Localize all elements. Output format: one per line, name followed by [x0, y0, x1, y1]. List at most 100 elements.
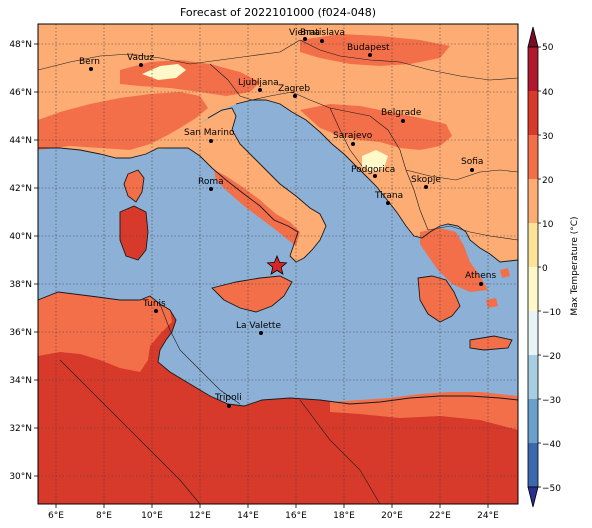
city-vienna: Vienna [289, 28, 320, 41]
colorbar-tick-label: 20 [542, 176, 554, 186]
aegean-island [486, 298, 498, 308]
city-label-la-valette: La Valette [236, 321, 281, 331]
colorbar-segment [528, 355, 538, 400]
lat-tick-label: 32°N [9, 424, 32, 434]
colorbar-segment [528, 91, 538, 136]
city-label-ljubljana: Ljubljana [238, 78, 279, 88]
city-label-roma: Roma [198, 177, 224, 187]
city-bratislava: Bratislava [300, 28, 345, 43]
colorbar-tick-label: −50 [542, 484, 561, 494]
country-borders [38, 39, 518, 504]
city-tripoli: Tripoli [214, 393, 242, 408]
balkan-cool-area [362, 150, 388, 172]
city-sofia: Sofia [461, 157, 483, 172]
libya-coast-band [330, 392, 518, 430]
colorbar [527, 26, 541, 508]
city-markers: Bern Vaduz Vienna Bratislava Budapest Lj… [79, 28, 496, 408]
peloponnese [418, 276, 460, 322]
lat-tick-label: 48°N [9, 40, 32, 50]
colorbar-segment [528, 399, 538, 444]
city-label-tripoli: Tripoli [214, 393, 242, 403]
colorbar-tick-label: 10 [542, 220, 554, 230]
lon-tick-label: 12°E [189, 511, 211, 521]
lat-tick-label: 44°N [9, 136, 32, 146]
greece-warm-zone [420, 228, 488, 292]
star-marker [266, 254, 288, 275]
city-budapest: Budapest [347, 43, 390, 57]
lon-tick-label: 24°E [477, 511, 499, 521]
colorbar-segment [528, 443, 538, 488]
hungary-warm-zone [300, 34, 450, 66]
colorbar-tick-label: −20 [542, 352, 561, 362]
europe-warm-zone-west [38, 92, 208, 150]
map-title: Forecast of 2022101000 (f024-048) [179, 6, 377, 19]
city-belgrade: Belgrade [381, 108, 422, 123]
city-la-valette: La Valette [236, 321, 281, 335]
city-label-vienna: Vienna [289, 28, 320, 38]
city-tirana: Tirana [374, 191, 403, 205]
city-bern: Bern [79, 57, 100, 71]
corsica-island [124, 170, 144, 202]
map-frame [37, 23, 519, 505]
city-label-tunis: Tunis [142, 299, 166, 309]
lat-tick-label: 34°N [9, 376, 32, 386]
sicily-island [212, 276, 292, 312]
sardinia-island [120, 206, 148, 260]
city-label-bern: Bern [79, 57, 100, 67]
map-ticks [34, 43, 489, 508]
lon-tick-label: 6°E [48, 511, 64, 521]
city-label-sarajevo: Sarajevo [333, 131, 373, 141]
lat-tick-label: 30°N [9, 472, 32, 482]
colorbar-tick-label: 0 [542, 264, 548, 274]
colorbar-tick-label: −10 [542, 308, 561, 318]
colorbar-tick-labels: 50 40 30 20 10 0 −10 −20 −30 −40 −50 [542, 43, 561, 494]
colorbar-label: Max Temperature (°C) [570, 216, 580, 315]
city-label-bratislava: Bratislava [300, 28, 345, 38]
colorbar-tick-label: 50 [542, 43, 554, 53]
lat-tick-label: 46°N [9, 88, 32, 98]
lon-tick-label: 16°E [285, 511, 307, 521]
colorbar-segment [528, 267, 538, 312]
lat-tick-label: 38°N [9, 280, 32, 290]
colorbar-segment [528, 223, 538, 268]
aegean-island [500, 268, 510, 278]
colorbar-tick-label: 40 [542, 88, 554, 98]
city-athens: Athens [465, 271, 496, 286]
city-label-san-marino: San Marino [184, 128, 235, 138]
colorbar-tick-label: −30 [542, 396, 561, 406]
colorbar-segment [528, 311, 538, 356]
city-label-budapest: Budapest [347, 43, 390, 53]
lon-tick-label: 14°E [237, 511, 259, 521]
city-label-belgrade: Belgrade [381, 108, 422, 118]
lon-tick-label: 22°E [429, 511, 451, 521]
colorbar-top-arrow [527, 26, 539, 48]
city-label-sofia: Sofia [461, 157, 483, 167]
lat-tick-label: 42°N [9, 184, 32, 194]
crete-island [470, 336, 512, 350]
lat-tick-label: 36°N [9, 328, 32, 338]
city-roma: Roma [198, 177, 224, 191]
north-africa-landmass [38, 292, 518, 504]
city-label-tirana: Tirana [374, 191, 403, 201]
city-san-marino: San Marino [184, 128, 235, 143]
lon-tick-label: 8°E [96, 511, 112, 521]
city-sarajevo: Sarajevo [333, 131, 373, 146]
city-label-vaduz: Vaduz [127, 53, 154, 63]
italy-warm-zone [214, 170, 300, 246]
colorbar-segment [528, 135, 538, 180]
latitude-labels: 48°N 46°N 44°N 42°N 40°N 38°N 36°N 34°N … [9, 40, 32, 482]
city-label-skopje: Skopje [411, 175, 441, 185]
colorbar-segment [528, 47, 538, 92]
balkan-warm-zone [300, 104, 452, 150]
city-vaduz: Vaduz [127, 53, 154, 67]
city-ljubljana: Ljubljana [238, 78, 279, 92]
lat-tick-label: 40°N [9, 232, 32, 242]
city-label-zagreb: Zagreb [278, 84, 310, 94]
colorbar-tick-label: −40 [542, 440, 561, 450]
graticule [38, 24, 518, 504]
lon-tick-label: 10°E [141, 511, 163, 521]
city-label-podgorica: Podgorica [351, 165, 395, 175]
colorbar-tick-label: 30 [542, 132, 554, 142]
longitude-labels: 6°E 8°E 10°E 12°E 14°E 16°E 18°E 20°E 22… [48, 511, 499, 521]
